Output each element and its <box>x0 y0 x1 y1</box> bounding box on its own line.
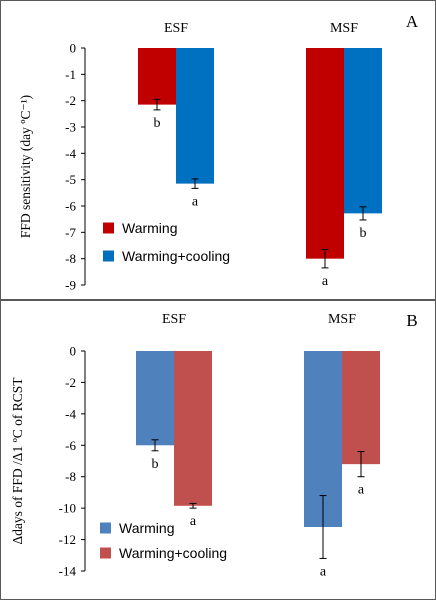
panel-b-significance-letter: b <box>152 457 159 472</box>
panel-a-y-tick-label: -5 <box>65 172 76 187</box>
panel-b-legend-swatch <box>100 547 111 559</box>
panel-a-y-tick-label: -8 <box>65 251 76 266</box>
panel-b-y-tick-label: -10 <box>59 501 76 516</box>
panel-a-legend-swatch <box>103 222 114 234</box>
panel-b-y-axis-label: Δdays of FFD /Δ1 ºC of RCST <box>10 377 25 545</box>
panel-a-significance-letter: b <box>154 116 161 131</box>
panel-a-bar <box>176 48 214 184</box>
panel-b-y-tick-label: -2 <box>65 375 76 390</box>
panel-a-legend-label: Warming <box>122 220 178 236</box>
panel-a-y-tick-label: -2 <box>65 93 76 108</box>
panel-a-y-tick-label: -7 <box>65 225 76 240</box>
panel-a-category-label: ESF <box>164 21 188 36</box>
panel-b-error-bar <box>189 502 197 509</box>
panel-a-legend-label: Warming+cooling <box>122 248 230 264</box>
panel-b-chart: B 0 -2 -4 -6 -8 -10 -12 -14 Δdays of FFD /Δ1 ºC o… <box>0 300 436 600</box>
panel-b-legend-label: Warming+cooling <box>119 545 227 561</box>
panel-a-bar <box>306 48 344 259</box>
panel-b-legend-label: Warming <box>119 520 175 536</box>
panel-a-error-bar <box>191 178 199 189</box>
panel-b-bar <box>136 351 174 446</box>
panel-a-y-tick-label: -4 <box>65 146 76 161</box>
panel-b-y-tick-label: -12 <box>59 532 76 547</box>
panel-b-y-tick-label: 0 <box>70 344 77 359</box>
panel-a-significance-letter: b <box>360 226 367 241</box>
panel-a-error-bar <box>359 206 367 221</box>
panel-a-bar <box>344 48 382 214</box>
panel-a-y-tick-label: -1 <box>65 67 76 82</box>
panel-a-y-tick-label: 0 <box>70 41 77 56</box>
panel-a-bar <box>138 48 176 105</box>
panel-b-category-label: ESF <box>162 312 186 327</box>
panel-b-bar <box>342 351 380 465</box>
panel-b-error-bar <box>357 451 365 478</box>
panel-b-y-tick-label: -4 <box>65 406 76 421</box>
panel-a-legend-swatch <box>103 250 114 262</box>
panel-a-category-label: MSF <box>330 21 358 36</box>
panel-a-label: A <box>406 12 419 31</box>
panel-a-significance-letter: a <box>192 194 199 209</box>
panel-a-y-tick-label: -6 <box>65 199 76 214</box>
panel-b-y-tick-label: -8 <box>65 469 76 484</box>
panel-a-significance-letter: a <box>322 274 329 289</box>
panel-b-significance-letter: a <box>358 483 365 498</box>
panel-b-error-bar <box>319 495 327 559</box>
panel-b-y-tick-label: -6 <box>65 438 76 453</box>
panel-b-significance-letter: a <box>320 564 327 579</box>
panel-b-y-tick-label: -14 <box>59 564 77 579</box>
panel-a-y-tick-label: -3 <box>65 120 76 135</box>
panel-b-legend-swatch <box>100 522 111 534</box>
panel-a-error-bar <box>153 98 161 111</box>
panel-a-chart: A 0 -1 -2 -3 -4 -5 -6 -7 -8 -9 FFD sensitivity (day… <box>0 0 436 300</box>
panel-a-error-bar <box>321 248 329 269</box>
panel-b-bar <box>174 351 212 506</box>
panel-b-label: B <box>406 311 417 330</box>
panel-b-error-bar <box>151 439 159 452</box>
panel-a-y-axis-label: FFD sensitivity (day ºC⁻¹) <box>18 95 33 238</box>
panel-b-category-label: MSF <box>328 312 356 327</box>
panel-b-significance-letter: a <box>190 514 197 529</box>
panel-a-y-tick-label: -9 <box>65 278 76 293</box>
